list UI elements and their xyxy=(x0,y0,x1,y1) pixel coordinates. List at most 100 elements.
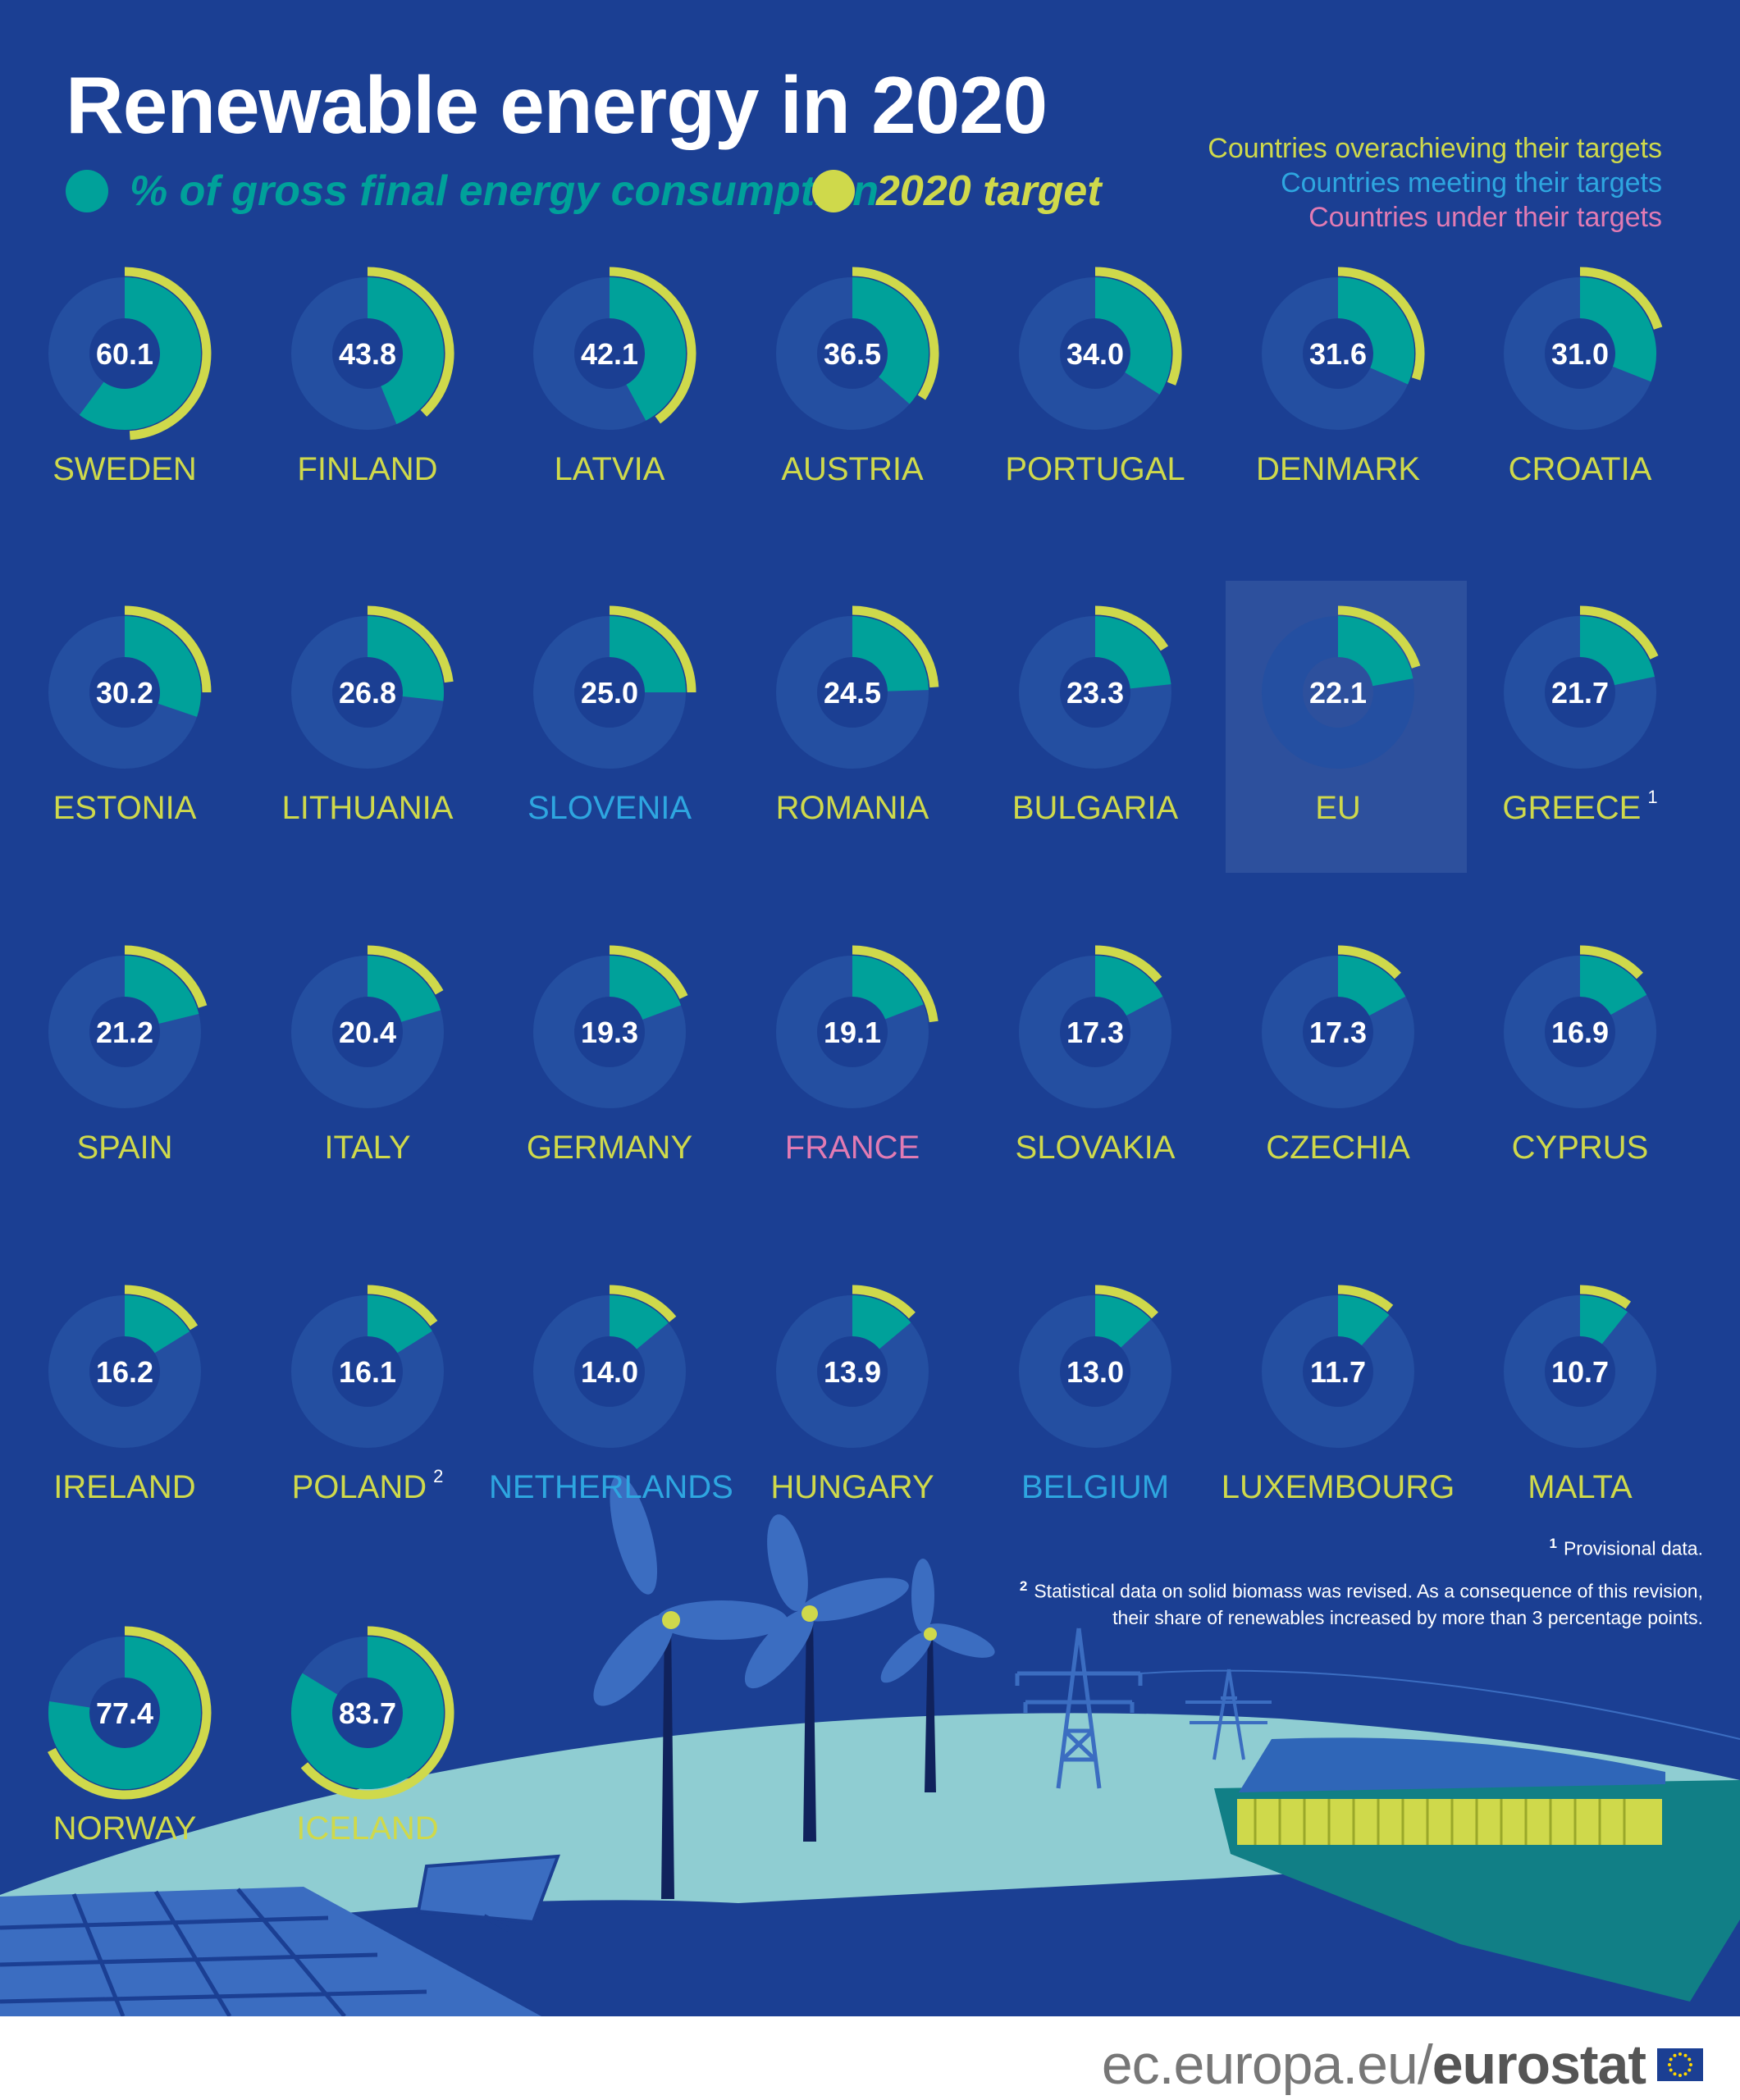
value-label-italy: 20.4 xyxy=(339,1016,396,1049)
infographic-panel: Renewable energy in 2020 % of gross fina… xyxy=(0,0,1740,2016)
country-label-austria: AUSTRIA xyxy=(732,451,973,488)
donut-romania: 24.5 xyxy=(776,605,939,769)
power-pylon xyxy=(1185,1669,1272,1760)
wind-turbine xyxy=(880,1559,995,1792)
country-name: SLOVAKIA xyxy=(1015,1130,1176,1166)
donut-iceland: 83.7 xyxy=(291,1626,454,1800)
country-label-finland: FINLAND xyxy=(247,451,488,488)
country-label-portugal: PORTUGAL xyxy=(975,451,1216,488)
share-arc-eu xyxy=(1336,616,1413,687)
share-arc-romania xyxy=(851,616,929,692)
donut-netherlands: 14.0 xyxy=(533,1285,686,1448)
donut-latvia: 42.1 xyxy=(533,267,696,430)
country-label-poland: POLAND 2 xyxy=(247,1466,488,1506)
value-label-belgium: 13.0 xyxy=(1066,1355,1124,1389)
country-name: ESTONIA xyxy=(53,790,197,826)
target-arc-finland xyxy=(367,267,454,417)
donut-luxembourg: 11.7 xyxy=(1262,1285,1414,1448)
donut-slovakia: 17.3 xyxy=(1019,945,1171,1108)
country-label-germany: GERMANY xyxy=(489,1130,730,1166)
donut-italy: 20.4 xyxy=(291,945,444,1108)
share-arc-norway xyxy=(48,1637,201,1789)
country-name: CROATIA xyxy=(1508,451,1652,487)
target-arc-germany xyxy=(609,945,688,999)
value-label-sweden: 60.1 xyxy=(96,337,153,371)
target-arc-iceland xyxy=(300,1626,454,1800)
footnote-2-line1: Statistical data on solid biomass was re… xyxy=(1034,1580,1703,1602)
target-arc-croatia xyxy=(1579,267,1663,330)
donut-denmark: 31.6 xyxy=(1262,267,1425,430)
target-arc-luxembourg xyxy=(1337,1285,1394,1312)
solar-panel xyxy=(416,1854,560,1924)
country-name: ICELAND xyxy=(296,1810,439,1847)
country-name: AUSTRIA xyxy=(781,451,924,487)
target-arc-greece xyxy=(1579,605,1659,660)
value-label-poland: 16.1 xyxy=(339,1355,396,1389)
country-label-latvia: LATVIA xyxy=(489,451,730,488)
value-label-croatia: 31.0 xyxy=(1551,337,1609,371)
value-label-romania: 24.5 xyxy=(824,676,881,710)
share-arc-portugal xyxy=(1094,277,1171,395)
share-arc-netherlands xyxy=(608,1295,669,1350)
value-label-hungary: 13.9 xyxy=(824,1355,881,1389)
share-arc-lithuania xyxy=(366,616,444,701)
share-arc-czechia xyxy=(1336,956,1406,1017)
country-label-lithuania: LITHUANIA xyxy=(247,790,488,827)
share-arc-austria xyxy=(851,277,929,404)
target-arc-portugal xyxy=(1094,267,1182,386)
value-label-netherlands: 14.0 xyxy=(581,1355,638,1389)
country-name: ITALY xyxy=(324,1130,411,1166)
value-label-eu: 22.1 xyxy=(1309,676,1367,710)
value-label-denmark: 31.6 xyxy=(1309,337,1367,371)
donut-estonia: 30.2 xyxy=(48,605,212,769)
page-title: Renewable energy in 2020 xyxy=(66,60,1048,150)
donut-malta: 10.7 xyxy=(1504,1285,1656,1448)
country-label-luxembourg: LUXEMBOURG xyxy=(1217,1469,1459,1506)
target-arc-slovenia xyxy=(609,605,696,693)
value-label-germany: 19.3 xyxy=(581,1016,638,1049)
donut-hungary: 13.9 xyxy=(776,1285,929,1448)
share-arc-malta xyxy=(1578,1295,1628,1345)
donut-cyprus: 16.9 xyxy=(1504,945,1656,1108)
share-arc-germany xyxy=(608,956,682,1020)
target-arc-france xyxy=(852,945,939,1023)
donut-sweden: 60.1 xyxy=(48,267,212,441)
donut-lithuania: 26.8 xyxy=(291,605,454,769)
value-label-slovakia: 17.3 xyxy=(1066,1016,1124,1049)
share-arc-croatia xyxy=(1578,277,1656,382)
share-arc-sweden xyxy=(79,277,201,430)
donut-spain: 21.2 xyxy=(48,945,208,1108)
country-label-sweden: SWEDEN xyxy=(4,451,245,488)
country-label-spain: SPAIN xyxy=(4,1130,245,1166)
donut-norway: 77.4 xyxy=(48,1626,212,1800)
share-arc-italy xyxy=(366,956,441,1023)
country-name: PORTUGAL xyxy=(1005,451,1185,487)
country-name: SPAIN xyxy=(76,1130,173,1166)
country-label-hungary: HUNGARY xyxy=(732,1469,973,1506)
value-label-slovenia: 25.0 xyxy=(581,676,638,710)
country-name: SLOVENIA xyxy=(527,790,692,826)
country-label-ireland: IRELAND xyxy=(4,1469,245,1506)
target-arc-italy xyxy=(367,945,444,995)
value-label-luxembourg: 11.7 xyxy=(1310,1355,1366,1389)
share-arc-spain xyxy=(123,956,199,1025)
donut-poland: 16.1 xyxy=(291,1285,444,1448)
country-label-croatia: CROATIA xyxy=(1459,451,1701,488)
target-arc-latvia xyxy=(609,267,696,424)
donut-croatia: 31.0 xyxy=(1504,267,1663,430)
country-label-eu: EU xyxy=(1217,790,1459,827)
share-arc-cyprus xyxy=(1578,956,1647,1016)
country-label-netherlands: NETHERLANDS xyxy=(489,1469,733,1506)
country-name: SWEDEN xyxy=(53,451,197,487)
legend-target-label: 2020 target xyxy=(876,167,1102,215)
wind-turbine xyxy=(593,1475,788,1899)
donut-chart-grid: 60.1 43.8 42.1 36.5 34.0 31.6 31.0 30.2 26.8 25.0… xyxy=(0,267,1740,2016)
value-label-greece: 21.7 xyxy=(1551,676,1609,710)
share-arc-luxembourg xyxy=(1336,1295,1390,1346)
country-name: BELGIUM xyxy=(1021,1469,1170,1505)
target-arc-romania xyxy=(852,605,939,688)
donut-belgium: 13.0 xyxy=(1019,1285,1171,1448)
country-name: EU xyxy=(1315,790,1361,826)
value-label-bulgaria: 23.3 xyxy=(1066,676,1124,710)
share-arc-finland xyxy=(366,277,444,425)
